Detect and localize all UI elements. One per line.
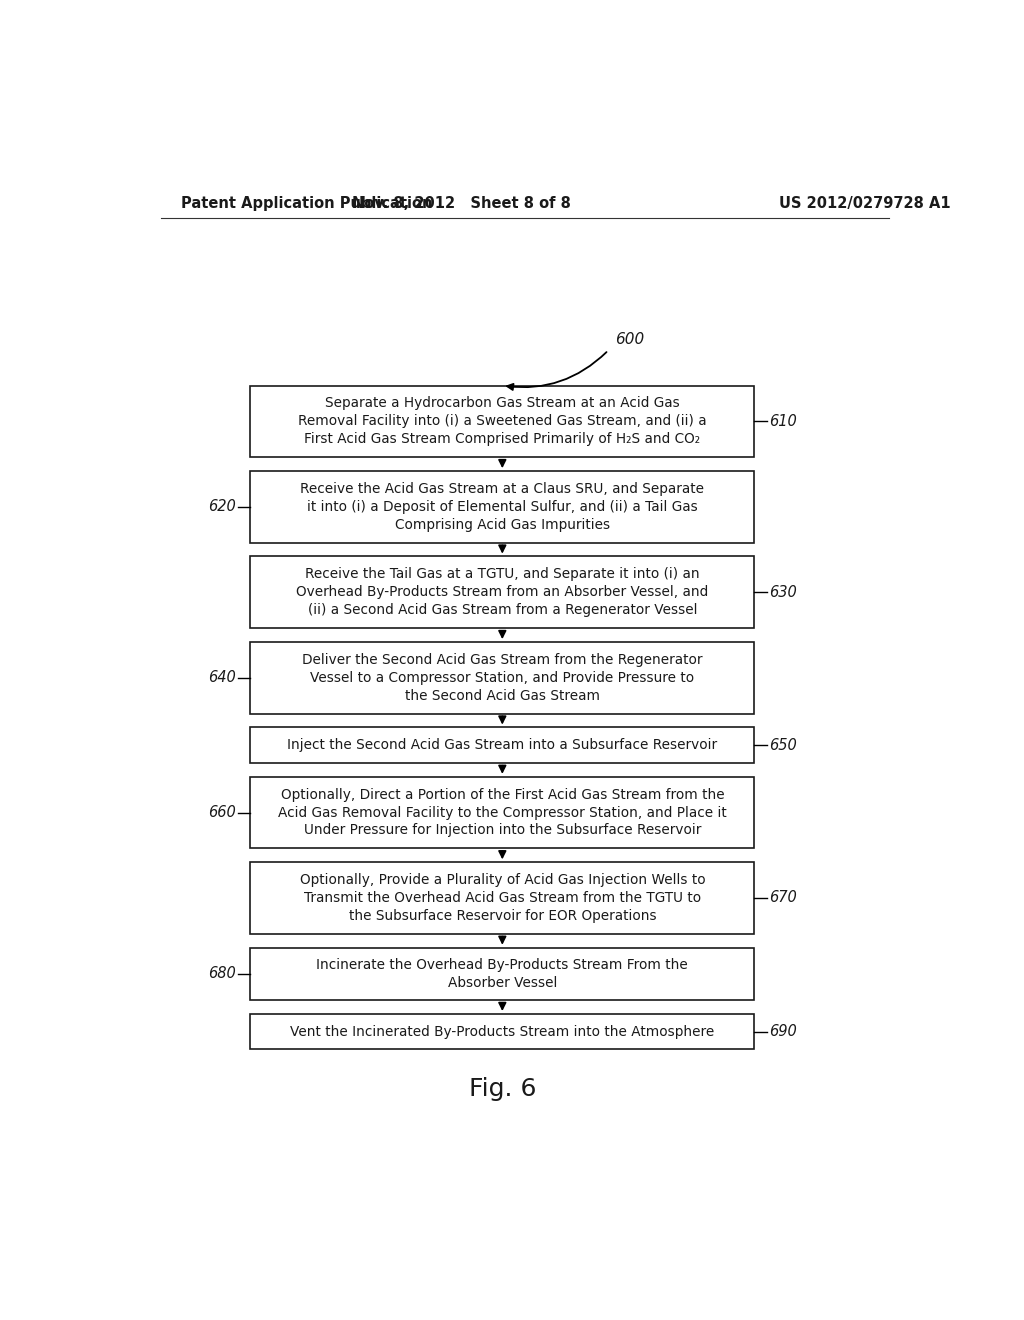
Text: Removal Facility into (i) a Sweetened Gas Stream, and (ii) a: Removal Facility into (i) a Sweetened Ga… <box>298 414 707 429</box>
Text: 620: 620 <box>208 499 236 515</box>
Text: the Subsurface Reservoir for EOR Operations: the Subsurface Reservoir for EOR Operati… <box>348 909 656 923</box>
Text: 610: 610 <box>769 414 797 429</box>
Bar <box>251 557 755 628</box>
Text: (ii) a Second Acid Gas Stream from a Regenerator Vessel: (ii) a Second Acid Gas Stream from a Reg… <box>307 603 697 618</box>
Text: Optionally, Provide a Plurality of Acid Gas Injection Wells to: Optionally, Provide a Plurality of Acid … <box>299 873 706 887</box>
Text: Vessel to a Compressor Station, and Provide Pressure to: Vessel to a Compressor Station, and Prov… <box>310 671 694 685</box>
Text: Patent Application Publication: Patent Application Publication <box>180 195 432 211</box>
Text: Overhead By-Products Stream from an Absorber Vessel, and: Overhead By-Products Stream from an Abso… <box>296 585 709 599</box>
Text: Absorber Vessel: Absorber Vessel <box>447 975 557 990</box>
Text: Receive the Tail Gas at a TGTU, and Separate it into (i) an: Receive the Tail Gas at a TGTU, and Sepa… <box>305 568 699 581</box>
Text: Under Pressure for Injection into the Subsurface Reservoir: Under Pressure for Injection into the Su… <box>304 824 701 837</box>
Bar <box>251 642 755 714</box>
Bar <box>251 385 755 457</box>
Text: 650: 650 <box>769 738 797 752</box>
Text: 660: 660 <box>208 805 236 820</box>
Bar <box>251 727 755 763</box>
Text: Optionally, Direct a Portion of the First Acid Gas Stream from the: Optionally, Direct a Portion of the Firs… <box>281 788 724 801</box>
Text: 670: 670 <box>769 891 797 906</box>
Text: Receive the Acid Gas Stream at a Claus SRU, and Separate: Receive the Acid Gas Stream at a Claus S… <box>300 482 705 496</box>
Bar <box>251 948 755 1001</box>
Text: 640: 640 <box>208 671 236 685</box>
Text: the Second Acid Gas Stream: the Second Acid Gas Stream <box>404 689 600 702</box>
Text: it into (i) a Deposit of Elemental Sulfur, and (ii) a Tail Gas: it into (i) a Deposit of Elemental Sulfu… <box>307 500 697 513</box>
Bar <box>251 776 755 849</box>
Text: Comprising Acid Gas Impurities: Comprising Acid Gas Impurities <box>395 517 610 532</box>
Text: Vent the Incinerated By-Products Stream into the Atmosphere: Vent the Incinerated By-Products Stream … <box>290 1024 715 1039</box>
Text: Nov. 8, 2012   Sheet 8 of 8: Nov. 8, 2012 Sheet 8 of 8 <box>352 195 570 211</box>
Text: Fig. 6: Fig. 6 <box>469 1077 537 1101</box>
Text: 690: 690 <box>769 1024 797 1039</box>
Text: Deliver the Second Acid Gas Stream from the Regenerator: Deliver the Second Acid Gas Stream from … <box>302 653 702 667</box>
Text: Transmit the Overhead Acid Gas Stream from the TGTU to: Transmit the Overhead Acid Gas Stream fr… <box>304 891 700 906</box>
Bar <box>251 471 755 543</box>
Text: Acid Gas Removal Facility to the Compressor Station, and Place it: Acid Gas Removal Facility to the Compres… <box>278 805 727 820</box>
Text: US 2012/0279728 A1: US 2012/0279728 A1 <box>779 195 950 211</box>
Text: Separate a Hydrocarbon Gas Stream at an Acid Gas: Separate a Hydrocarbon Gas Stream at an … <box>325 396 680 411</box>
Text: First Acid Gas Stream Comprised Primarily of H₂S and CO₂: First Acid Gas Stream Comprised Primaril… <box>304 432 700 446</box>
Text: 630: 630 <box>769 585 797 599</box>
Bar <box>251 1014 755 1049</box>
Text: 600: 600 <box>615 331 645 347</box>
Bar <box>251 862 755 933</box>
Text: Incinerate the Overhead By-Products Stream From the: Incinerate the Overhead By-Products Stre… <box>316 958 688 972</box>
Text: 680: 680 <box>208 966 236 981</box>
Text: Inject the Second Acid Gas Stream into a Subsurface Reservoir: Inject the Second Acid Gas Stream into a… <box>288 738 718 752</box>
